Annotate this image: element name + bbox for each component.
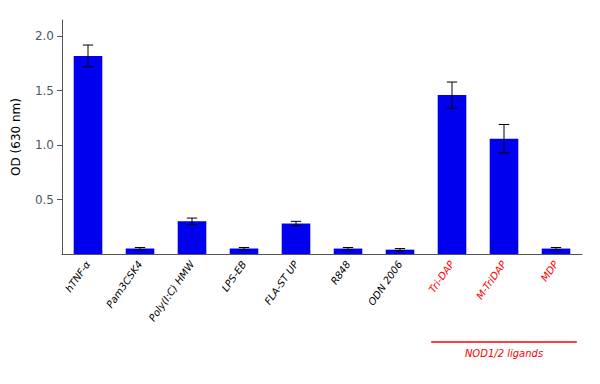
svg-text:0.5: 0.5 [35, 193, 54, 207]
svg-text:Poly(I:C) HMW: Poly(I:C) HMW [147, 258, 197, 323]
svg-text:1.0: 1.0 [35, 138, 54, 152]
svg-text:M-TriDAP: M-TriDAP [474, 258, 509, 301]
svg-text:NOD1/2 ligands: NOD1/2 ligands [465, 348, 543, 359]
svg-text:LPS-EB: LPS-EB [220, 259, 249, 294]
svg-text:MDP: MDP [539, 258, 561, 283]
svg-text:ODN 2006: ODN 2006 [366, 259, 405, 308]
svg-text:2.0: 2.0 [35, 29, 54, 43]
svg-text:FLA-ST UP: FLA-ST UP [262, 258, 301, 307]
svg-text:1.5: 1.5 [35, 84, 54, 98]
svg-text:Pam3CSK4: Pam3CSK4 [104, 259, 144, 310]
svg-text:Tri-DAP: Tri-DAP [427, 258, 457, 295]
svg-text:R848: R848 [329, 259, 353, 287]
svg-text:hTNF-α: hTNF-α [63, 259, 93, 295]
svg-text:OD (630 nm): OD (630 nm) [9, 98, 23, 176]
